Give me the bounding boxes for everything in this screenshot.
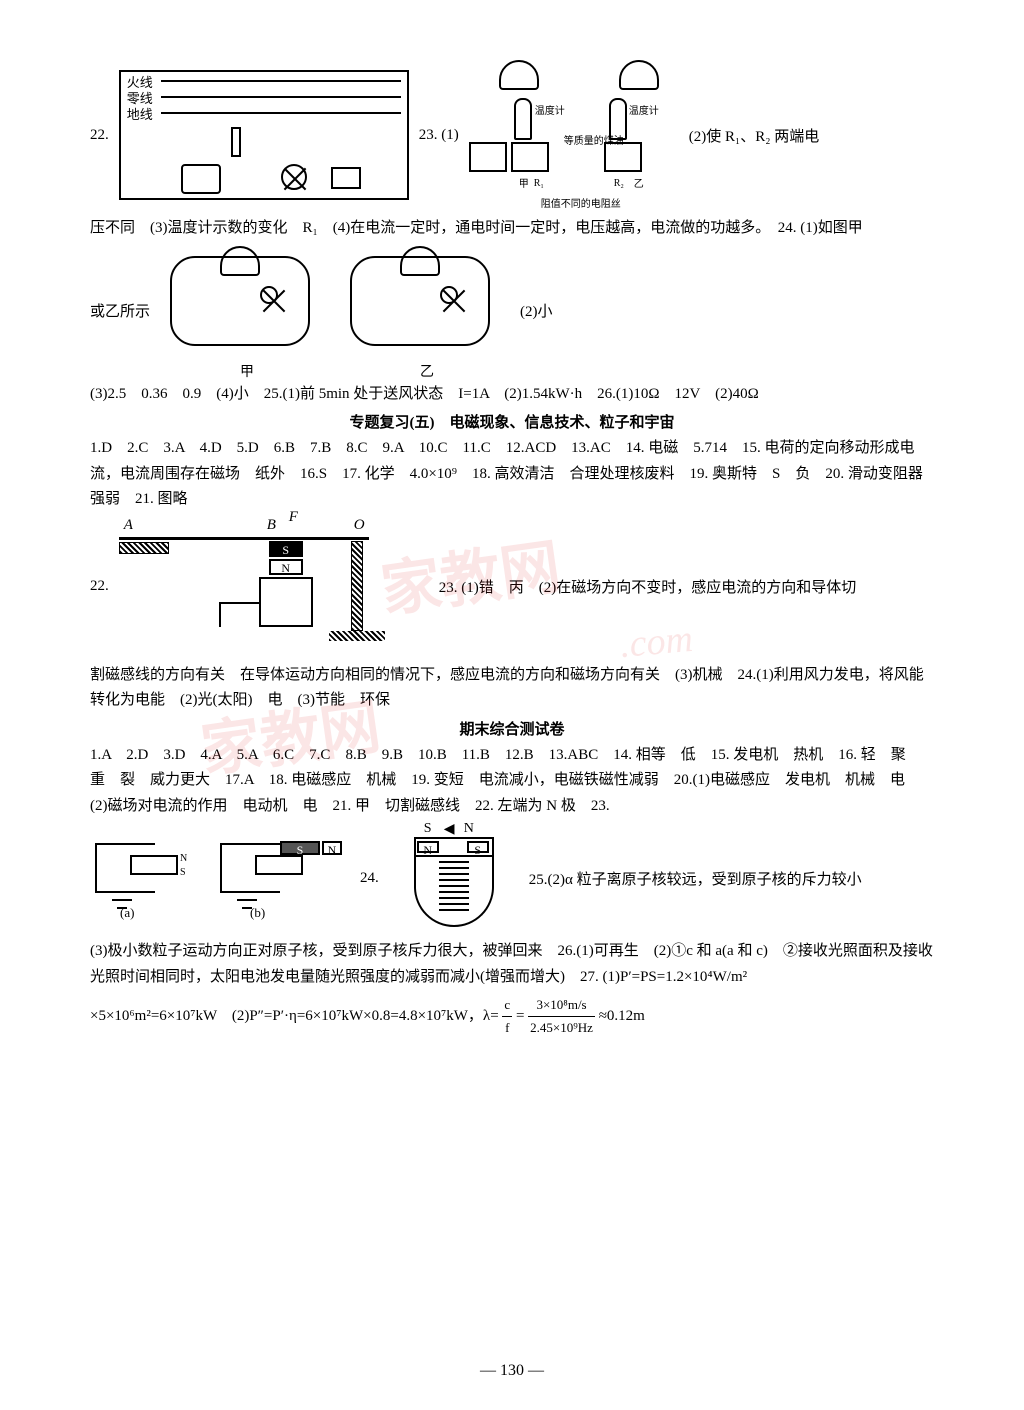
r1-label: R₁ xyxy=(534,178,544,189)
u-N-in: N xyxy=(417,841,439,853)
em-label-b: (b) xyxy=(250,905,265,921)
row-lever: 22. A B F O S N 23. (1)错 丙 (2)在磁场方向不变时，感… xyxy=(90,517,934,657)
q22-number: 22. xyxy=(90,127,109,144)
u-S-in: S xyxy=(467,841,489,853)
u-S-top: S xyxy=(424,821,432,837)
lever-O: O xyxy=(354,517,365,534)
r2-label: R₂ xyxy=(614,178,624,189)
lever-F: F xyxy=(289,509,298,526)
q25-em-text: 25.(2)α 粒子离原子核较远，受到原子核的斥力较小 xyxy=(529,868,862,889)
circuit3-yi: 乙 xyxy=(420,361,434,381)
em-N-1: N xyxy=(180,853,187,864)
lever-A: A xyxy=(124,517,133,534)
text-after-lever: 割磁感线的方向有关 在导体运动方向相同的情况下，感应电流的方向和磁场方向有关 (… xyxy=(90,663,934,714)
formula-part2: ≈0.12m xyxy=(599,1008,645,1024)
ground-wire-label: 地线 xyxy=(127,104,153,123)
fraction-2: 3×10⁸m/s 2.45×10⁹Hz xyxy=(528,994,595,1039)
final-exam-title: 期末综合测试卷 xyxy=(90,718,934,739)
q23-suffix: (2)使 R₁、R₂ 两端电 xyxy=(689,125,819,146)
em-S-2: S xyxy=(280,841,320,855)
thermo-label-1: 温度计 xyxy=(535,102,565,117)
section-5-title: 专题复习(五) 电磁现象、信息技术、粒子和宇宙 xyxy=(90,411,934,432)
final-exam-body: 1.A 2.D 3.D 4.A 5.A 6.C 7.C 8.B 9.B 10.B… xyxy=(90,743,934,820)
page-number: — 130 — xyxy=(0,1362,1024,1380)
q24-em-num: 24. xyxy=(360,870,379,887)
q24-right-text: (2)小 xyxy=(520,300,553,321)
thermo-label-2: 温度计 xyxy=(629,102,659,117)
u-N-top: N xyxy=(464,821,474,837)
text-after-circuit3: (3)2.5 0.36 0.9 (4)小 25.(1)前 5min 处于送风状态… xyxy=(90,382,934,408)
frac1-den: f xyxy=(502,1017,512,1039)
row-q24: 或乙所示 甲 乙 (2)小 xyxy=(90,246,934,376)
jia-label: 甲 xyxy=(519,175,529,190)
formula-eq: = xyxy=(516,1008,524,1024)
row-electromagnet: N S (a) S N (b) 24. S ◀ N N S 25.(2)α 粒子… xyxy=(90,823,934,933)
em-label-a: (a) xyxy=(120,905,134,921)
frac1-num: c xyxy=(502,994,512,1017)
text-after-diagrams-1: 压不同 (3)温度计示数的变化 R₁ (4)在电流一定时，通电时间一定时，电压越… xyxy=(90,216,934,242)
double-circuit-diagram: 甲 乙 xyxy=(160,246,510,376)
formula-line: ×5×10⁶m²=6×10⁷kW (2)P″=P′·η=6×10⁷kW×0.8=… xyxy=(90,994,934,1039)
resistor-note: 阻值不同的电阻丝 xyxy=(541,195,621,210)
circuit-diagram-1: 火线 零线 地线 xyxy=(119,70,409,200)
q23-lever-text: 23. (1)错 丙 (2)在磁场方向不变时，感应电流的方向和导体切 xyxy=(439,576,856,597)
em-N-2: N xyxy=(322,841,342,855)
row-q22-q23: 22. 火线 零线 地线 23. (1) 温度计 温度计 等质量的煤油 甲 R₁… xyxy=(90,60,934,210)
frac2-num: 3×10⁸m/s xyxy=(528,994,595,1017)
lever-B: B xyxy=(267,517,276,534)
circuit-diagram-2: 温度计 温度计 等质量的煤油 甲 R₁ R₂ 乙 阻值不同的电阻丝 xyxy=(469,60,679,210)
circuit3-jia: 甲 xyxy=(240,361,254,381)
frac2-den: 2.45×10⁹Hz xyxy=(528,1017,595,1039)
q24-left-text: 或乙所示 xyxy=(90,300,150,321)
final-block-1: (3)极小数粒子运动方向正对原子核，受到原子核斥力很大，被弹回来 26.(1)可… xyxy=(90,939,934,990)
formula-part1: ×5×10⁶m²=6×10⁷kW (2)P″=P′·η=6×10⁷kW×0.8=… xyxy=(90,1008,499,1024)
u-magnet-diagram: S ◀ N N S xyxy=(389,823,519,933)
q23-prefix: 23. (1) xyxy=(419,127,459,144)
em-S-1: S xyxy=(180,867,186,878)
lever-diagram: A B F O S N xyxy=(119,517,429,657)
fraction-1: c f xyxy=(502,994,512,1039)
lever-N: N xyxy=(269,559,303,575)
yi-label: 乙 xyxy=(634,175,644,190)
lever-S: S xyxy=(269,541,303,557)
electromagnet-diagram: N S (a) S N (b) xyxy=(90,833,350,923)
q22-lever-num: 22. xyxy=(90,578,109,595)
section-5-body: 1.D 2.C 3.A 4.D 5.D 6.B 7.B 8.C 9.A 10.C… xyxy=(90,436,934,513)
